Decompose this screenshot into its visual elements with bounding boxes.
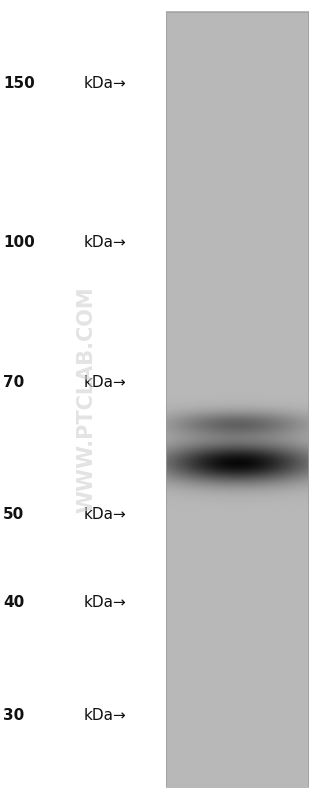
Text: kDa→: kDa→: [84, 595, 126, 610]
Bar: [166, 12, 308, 787]
Text: kDa→: kDa→: [84, 507, 126, 523]
Text: kDa→: kDa→: [84, 76, 126, 91]
Text: 30: 30: [3, 708, 24, 723]
Text: kDa→: kDa→: [84, 708, 126, 723]
Text: 40: 40: [3, 595, 24, 610]
Text: 150: 150: [3, 76, 35, 91]
Text: 70: 70: [3, 376, 24, 390]
Text: 50: 50: [3, 507, 24, 523]
Text: kDa→: kDa→: [84, 376, 126, 390]
Text: 100: 100: [3, 235, 35, 250]
Text: kDa→: kDa→: [84, 235, 126, 250]
Text: WWW.PTCLAB.COM: WWW.PTCLAB.COM: [77, 286, 97, 513]
